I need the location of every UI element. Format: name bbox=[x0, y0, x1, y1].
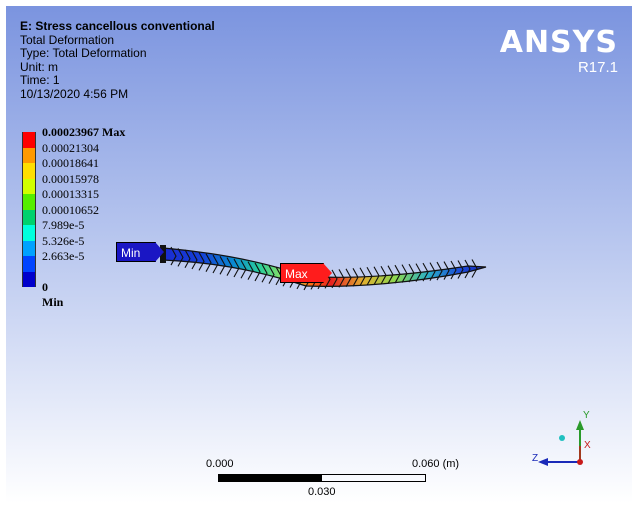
model-view[interactable] bbox=[6, 6, 632, 503]
scale-label-mid: 0.030 bbox=[308, 486, 336, 498]
legend-swatch bbox=[22, 132, 36, 148]
legend-swatch bbox=[22, 256, 36, 272]
result-name: Total Deformation bbox=[20, 32, 115, 47]
legend-max-label: 0.00023967 Max bbox=[42, 125, 126, 139]
result-timestamp: 10/13/2020 4:56 PM bbox=[20, 86, 129, 101]
scale-label-right: 0.060 (m) bbox=[412, 458, 460, 470]
legend-label: 0.00010652 bbox=[42, 202, 99, 217]
legend-label: 7.989e-5 bbox=[42, 218, 85, 232]
legend-swatch bbox=[22, 271, 36, 287]
result-unit: Unit: m bbox=[20, 59, 59, 74]
scale-bar bbox=[218, 474, 426, 482]
legend-swatch bbox=[22, 225, 36, 241]
legend-swatch bbox=[22, 240, 36, 256]
result-type: Type: Total Deformation bbox=[20, 46, 147, 60]
legend-label: 0.00013315 bbox=[42, 187, 99, 201]
legend-swatch bbox=[22, 163, 36, 179]
legend-swatch bbox=[22, 209, 36, 225]
legend-label: 0.00015978 bbox=[42, 171, 99, 186]
legend-swatch bbox=[22, 194, 36, 210]
legend-swatch bbox=[22, 178, 36, 194]
max-probe[interactable]: Max bbox=[280, 263, 332, 283]
logo-name: ANSYS bbox=[499, 25, 618, 60]
logo-version: R17.1 bbox=[577, 59, 618, 76]
legend-label: 0.00021304 bbox=[42, 140, 99, 155]
ansys-logo: ANSYS R17.1 bbox=[500, 28, 618, 76]
legend-swatch bbox=[22, 147, 36, 163]
legend-min-label: 0 Min bbox=[42, 280, 64, 309]
result-time: Time: 1 bbox=[20, 73, 60, 87]
max-probe-label: Max bbox=[285, 267, 308, 281]
min-probe-label: Min bbox=[121, 246, 141, 260]
min-probe[interactable]: Min bbox=[116, 242, 164, 262]
legend-label: 5.326e-5 bbox=[42, 233, 85, 248]
legend-label: 0.00018641 bbox=[42, 156, 99, 170]
legend-label: 2.663e-5 bbox=[42, 249, 85, 263]
result-header: E: Stress cancellous conventional Total … bbox=[20, 19, 215, 101]
scale-label-left: 0.000 bbox=[206, 458, 234, 470]
result-title: E: Stress cancellous conventional bbox=[20, 19, 215, 33]
graphics-viewport[interactable]: E: Stress cancellous conventional Total … bbox=[6, 6, 632, 503]
